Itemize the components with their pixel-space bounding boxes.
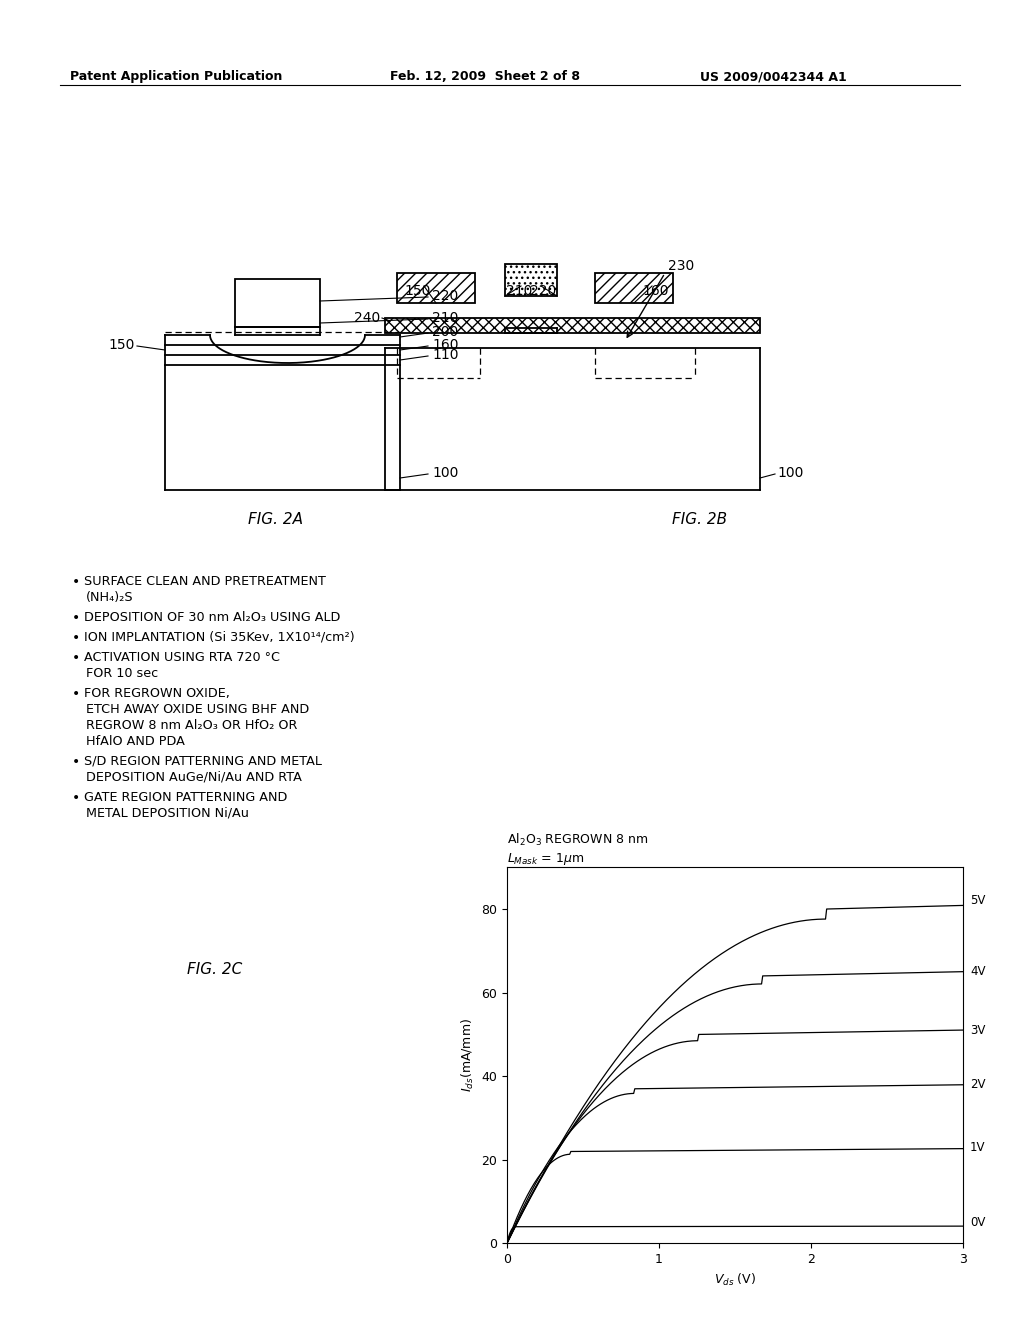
Y-axis label: $I_{ds}$(mA/mm): $I_{ds}$(mA/mm) <box>460 1018 475 1093</box>
Text: FIG. 2B: FIG. 2B <box>673 512 728 527</box>
Bar <box>595 273 673 304</box>
Text: 160: 160 <box>643 284 670 298</box>
Text: DEPOSITION OF 30 nm Al₂O₃ USING ALD: DEPOSITION OF 30 nm Al₂O₃ USING ALD <box>84 611 340 624</box>
Text: •: • <box>72 576 80 589</box>
Text: 150: 150 <box>404 284 431 298</box>
Text: 210: 210 <box>506 284 532 298</box>
Text: Al$_2$O$_3$ REGROWN 8 nm
$L_{Mask}$ = 1$\mu$m: Al$_2$O$_3$ REGROWN 8 nm $L_{Mask}$ = 1$… <box>507 833 648 867</box>
Bar <box>397 273 475 304</box>
Text: 110: 110 <box>432 348 459 362</box>
Text: METAL DEPOSITION Ni/Au: METAL DEPOSITION Ni/Au <box>86 807 249 820</box>
Text: 0V: 0V <box>970 1216 985 1229</box>
Bar <box>234 279 319 327</box>
Text: 200: 200 <box>432 325 459 339</box>
Text: FIG. 2C: FIG. 2C <box>187 962 243 977</box>
Text: 3V: 3V <box>970 1024 985 1036</box>
Text: 240: 240 <box>353 312 380 325</box>
Text: 150: 150 <box>109 338 135 352</box>
Text: •: • <box>72 651 80 665</box>
Text: 1V: 1V <box>970 1140 986 1154</box>
Text: 220: 220 <box>432 289 459 304</box>
Text: FIG. 2A: FIG. 2A <box>248 512 302 527</box>
Text: 100: 100 <box>777 466 804 480</box>
Text: S/D REGION PATTERNING AND METAL: S/D REGION PATTERNING AND METAL <box>84 755 322 768</box>
Text: Feb. 12, 2009  Sheet 2 of 8: Feb. 12, 2009 Sheet 2 of 8 <box>390 70 580 83</box>
Text: ION IMPLANTATION (Si 35Kev, 1X10¹⁴/cm²): ION IMPLANTATION (Si 35Kev, 1X10¹⁴/cm²) <box>84 631 354 644</box>
Text: US 2009/0042344 A1: US 2009/0042344 A1 <box>700 70 847 83</box>
Text: Patent Application Publication: Patent Application Publication <box>70 70 283 83</box>
Text: •: • <box>72 755 80 770</box>
Text: 210: 210 <box>432 312 459 325</box>
Text: •: • <box>72 686 80 701</box>
Text: •: • <box>72 791 80 805</box>
Text: GATE REGION PATTERNING AND: GATE REGION PATTERNING AND <box>84 791 288 804</box>
Text: HfAlO AND PDA: HfAlO AND PDA <box>86 735 185 748</box>
Text: 4V: 4V <box>970 965 986 978</box>
Text: •: • <box>72 611 80 624</box>
Text: ACTIVATION USING RTA 720 °C: ACTIVATION USING RTA 720 °C <box>84 651 280 664</box>
Text: •: • <box>72 631 80 645</box>
X-axis label: $V_{ds}$ (V): $V_{ds}$ (V) <box>714 1271 756 1288</box>
Text: 2V: 2V <box>970 1078 986 1092</box>
Bar <box>505 264 557 296</box>
Text: 220: 220 <box>529 284 556 298</box>
Text: 230: 230 <box>668 259 694 273</box>
Text: 5V: 5V <box>970 894 985 907</box>
Text: (NH₄)₂S: (NH₄)₂S <box>86 591 133 605</box>
Text: SURFACE CLEAN AND PRETREATMENT: SURFACE CLEAN AND PRETREATMENT <box>84 576 326 587</box>
Text: 100: 100 <box>432 466 459 480</box>
Text: ETCH AWAY OXIDE USING BHF AND: ETCH AWAY OXIDE USING BHF AND <box>86 704 309 715</box>
Bar <box>385 318 760 333</box>
Text: FOR 10 sec: FOR 10 sec <box>86 667 158 680</box>
Text: DEPOSITION AuGe/Ni/Au AND RTA: DEPOSITION AuGe/Ni/Au AND RTA <box>86 771 302 784</box>
Text: REGROW 8 nm Al₂O₃ OR HfO₂ OR: REGROW 8 nm Al₂O₃ OR HfO₂ OR <box>86 719 297 733</box>
Text: FOR REGROWN OXIDE,: FOR REGROWN OXIDE, <box>84 686 229 700</box>
Text: FIG. 2D: FIG. 2D <box>687 962 743 977</box>
Text: 160: 160 <box>432 338 459 352</box>
